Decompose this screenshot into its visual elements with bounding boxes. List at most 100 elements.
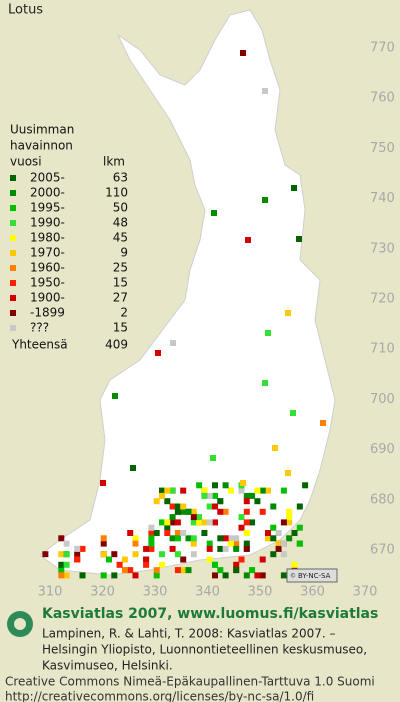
easting-label: 370 [353,585,378,600]
grid-square [222,482,229,489]
legend-count: 45 [113,231,128,245]
grid-square [265,487,271,494]
grid-square [185,508,192,515]
northing-label: 690 [370,442,395,457]
grid-square [74,545,81,552]
legend-label: 2000- [30,186,65,200]
grid-square [180,556,187,563]
grid-square [63,540,70,547]
grid-square [159,519,165,526]
logo [7,611,33,637]
grid-square [180,567,187,574]
grid-square [222,545,229,552]
grid-square [243,508,250,515]
legend-swatch [10,250,16,256]
grid-square [291,561,298,568]
legend-swatch [10,280,16,286]
grid-square [233,561,240,568]
grid-square [212,519,218,526]
northing-label: 720 [370,292,395,307]
grid-square [238,524,245,531]
legend-swatch [10,295,16,301]
grid-square [286,508,293,515]
grid-square [58,567,65,574]
grid-square [180,530,187,536]
northing-label: 750 [370,141,395,156]
legend-count: 63 [113,171,128,185]
northing-label: 670 [370,543,395,558]
grid-square [174,567,181,574]
northing-label: 680 [370,492,395,507]
grid-square [270,503,277,510]
grid-square [116,561,123,568]
grid-square [233,540,240,547]
grid-square [74,551,81,558]
grid-square [254,498,261,505]
grid-square [159,492,165,499]
license-line: Creative Commons Nimeä-Epäkaupallinen-Ta… [5,675,375,689]
legend-count: 15 [113,321,128,335]
grid-square [190,508,197,515]
grid-square [265,330,271,336]
grid-square [275,530,282,536]
grid-square [190,540,197,547]
grid-square [217,498,224,505]
grid-square [227,487,234,494]
grid-square [79,572,86,579]
grid-square [164,530,171,536]
grid-square [196,514,203,521]
grid-square [212,572,218,579]
legend-count: 25 [113,261,128,275]
legend-label: -1899 [30,306,65,320]
citation-line: Lampinen, R. & Lahti, T. 2008: Kasviatla… [42,627,336,641]
legend-heading: Uusimman [10,123,74,137]
grid-square [100,535,107,542]
grid-square [245,237,251,243]
grid-square [296,236,302,242]
grid-square [143,561,150,568]
grid-square [222,508,229,515]
grid-square [127,530,134,536]
legend-label: 1995- [30,201,65,215]
grid-square [42,551,49,558]
northing-label: 700 [370,392,395,407]
grid-square [270,524,277,531]
grid-square [302,482,309,489]
grid-square [169,519,176,526]
easting-label: 330 [143,585,168,600]
grid-square [222,535,229,542]
legend: Uusimman havainnon vuosi lkm 2005- 63 2000- 110… [10,123,128,352]
grid-square [280,519,287,526]
legend-count: 27 [113,291,128,305]
grid-square [190,519,197,526]
grid-square [262,380,268,386]
legend-swatch [10,175,16,181]
grid-square [164,519,171,526]
legend-count: 50 [113,201,128,215]
grid-square [132,551,139,558]
badge-cc: © [290,573,296,580]
badge-box [286,568,338,583]
grid-square [169,487,176,494]
grid-square [112,393,118,399]
legend-heading: havainnon [10,139,73,153]
legend-label: 1990- [30,216,65,230]
grid-square [153,572,160,579]
grid-square [212,492,218,499]
license-badge: © BY-NC-SA [286,568,338,583]
grid-square [190,551,197,558]
license-line: http://creativecommons.org/licenses/by-n… [5,690,314,702]
grid-square [296,540,303,547]
species-title: Lotus [8,3,43,18]
northing-label: 730 [370,241,395,256]
easting-label: 340 [195,585,220,600]
grid-square [233,545,240,552]
legend-count: 2 [120,306,128,320]
grid-square [238,514,245,521]
grid-square [217,508,224,515]
legend-swatch [10,220,16,226]
legend-swatch [10,235,16,241]
grid-square [169,514,176,521]
